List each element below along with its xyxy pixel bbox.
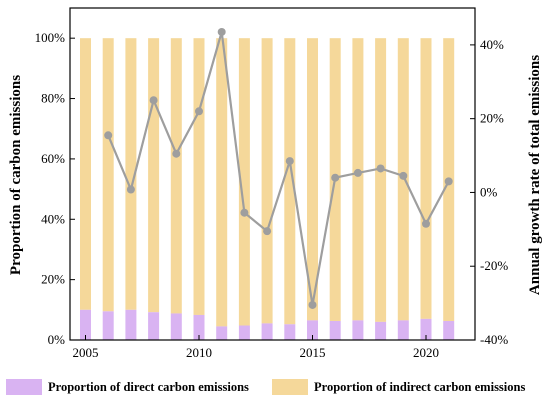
legend-swatch-direct [6, 379, 42, 395]
growth-point-2018 [376, 164, 385, 173]
x-tick-label: 2020 [413, 345, 439, 360]
bar-direct-2011 [216, 326, 228, 340]
legend-item-direct: Proportion of direct carbon emissions [6, 379, 249, 395]
right-axis-title: Annual growth rate of total emissions [527, 55, 543, 295]
growth-point-2011 [217, 27, 226, 36]
bar-indirect-2011 [216, 38, 228, 327]
legend-item-indirect: Proportion of indirect carbon emissions [272, 379, 525, 395]
bar-indirect-2017 [352, 38, 364, 321]
left-tick-label: 20% [41, 272, 65, 287]
bar-indirect-2009 [170, 38, 182, 314]
growth-point-2020 [422, 219, 430, 228]
indirect-emission-bars [80, 38, 455, 327]
right-tick-label: 20% [480, 111, 504, 126]
left-tick-label: 100% [35, 30, 66, 45]
left-tick-label: 0% [48, 332, 66, 347]
left-tick-label: 40% [41, 211, 65, 226]
growth-point-2019 [399, 171, 408, 180]
bar-direct-2013 [261, 323, 273, 340]
bar-indirect-2008 [148, 38, 160, 313]
growth-point-2021 [444, 177, 453, 186]
bar-direct-2010 [193, 314, 205, 340]
plot-frame [69, 7, 476, 341]
bar-indirect-2014 [284, 38, 296, 325]
growth-point-2008 [149, 96, 158, 105]
bar-direct-2008 [148, 312, 160, 340]
bar-indirect-2015 [307, 38, 318, 321]
direct-emission-bars [80, 309, 455, 340]
growth-point-2009 [172, 149, 181, 158]
legend: Proportion of direct carbon emissions Pr… [0, 374, 550, 400]
bar-direct-2005 [80, 309, 91, 340]
bar-indirect-2013 [261, 38, 273, 324]
legend-label-direct: Proportion of direct carbon emissions [48, 379, 249, 394]
combo-chart: 0% 20% 40% 60% 80% 100% -40% -20% 0% 20% 40% 2005 20… [8, 7, 543, 360]
x-tick-label: 2015 [300, 345, 326, 360]
bar-direct-2019 [397, 320, 409, 340]
right-tick-label: 40% [480, 37, 504, 52]
growth-line-path [107, 31, 450, 306]
right-tick-label: -40% [480, 332, 508, 347]
bar-indirect-2007 [125, 38, 137, 310]
x-tick-label: 2010 [186, 345, 212, 360]
bar-indirect-2005 [80, 38, 91, 310]
growth-point-2010 [195, 107, 203, 116]
growth-point-2016 [331, 173, 340, 182]
left-tick-label: 80% [41, 91, 65, 106]
right-tick-label: 0% [480, 184, 498, 199]
bar-direct-2018 [375, 321, 387, 340]
left-axis-title: Proportion of carbon emissions [8, 75, 24, 275]
bar-direct-2007 [125, 309, 137, 340]
growth-point-2014 [285, 157, 294, 166]
growth-rate-line [104, 27, 453, 309]
bar-direct-2020 [420, 318, 432, 340]
bar-direct-2014 [284, 324, 296, 340]
bar-indirect-2006 [102, 38, 114, 312]
growth-point-2015 [308, 300, 317, 309]
growth-point-2012 [240, 208, 249, 217]
bar-direct-2009 [170, 313, 182, 340]
bar-direct-2012 [238, 325, 250, 340]
bar-indirect-2012 [238, 38, 250, 326]
bar-direct-2017 [352, 320, 364, 340]
legend-label-indirect: Proportion of indirect carbon emissions [314, 379, 526, 394]
legend-swatch-indirect [272, 379, 308, 395]
growth-point-2006 [104, 131, 113, 140]
bar-direct-2016 [329, 320, 341, 340]
axes: 0% 20% 40% 60% 80% 100% -40% -20% 0% 20% 40% 2005 20… [35, 7, 508, 360]
growth-point-2007 [126, 185, 135, 194]
bar-indirect-2018 [375, 38, 387, 322]
bar-direct-2021 [443, 320, 455, 340]
bar-direct-2015 [307, 320, 318, 340]
bar-direct-2006 [102, 311, 114, 340]
growth-point-2017 [353, 168, 362, 177]
x-tick-label: 2005 [73, 345, 99, 360]
bar-indirect-2020 [420, 38, 432, 319]
bar-indirect-2010 [193, 38, 205, 315]
left-tick-label: 60% [41, 151, 65, 166]
right-tick-label: -20% [480, 258, 508, 273]
growth-point-2013 [263, 227, 272, 236]
